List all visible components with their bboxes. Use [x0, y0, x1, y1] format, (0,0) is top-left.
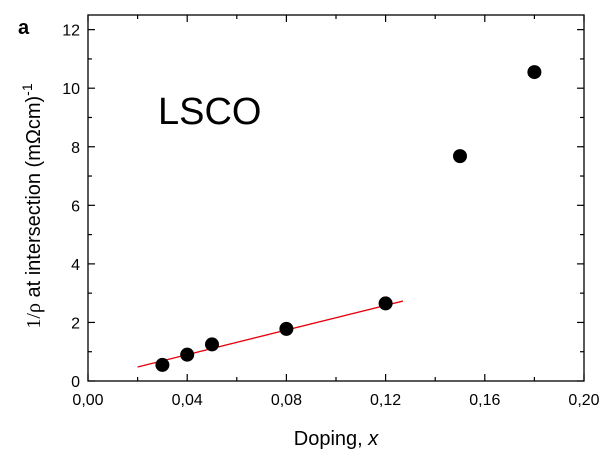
x-tick-label: 0,04: [172, 392, 203, 409]
y-axis-symbol: 1/ρ: [23, 303, 45, 329]
x-axis-variable: x: [367, 428, 379, 450]
linear-fit-line: [137, 300, 404, 368]
y-tick-label: 10: [62, 81, 80, 98]
plot-frame: [87, 14, 585, 382]
y-tick-label: 6: [71, 198, 80, 215]
y-axis-label-main: at intersection (mΩcm): [23, 96, 45, 303]
y-tick-label: 4: [71, 257, 80, 274]
y-tick-label: 0: [71, 374, 80, 391]
data-point: [180, 347, 195, 362]
x-tick-label: 0,16: [469, 392, 500, 409]
data-point: [279, 321, 294, 336]
panel-label: a: [18, 17, 30, 39]
data-point: [205, 337, 219, 352]
x-tick-label: 0,20: [568, 392, 599, 409]
data-point: [527, 65, 542, 80]
y-axis-title: 1/ρ at intersection (mΩcm)-1: [19, 83, 45, 328]
x-axis-title: Doping, x: [294, 428, 380, 450]
x-tick-label: 0,00: [72, 392, 103, 409]
y-tick-label: 2: [71, 315, 80, 332]
data-point: [155, 357, 170, 372]
x-tick-label: 0,08: [271, 392, 302, 409]
data-point: [453, 149, 467, 164]
sample-annotation: LSCO: [158, 91, 261, 133]
x-tick-label: 0,12: [370, 392, 401, 409]
y-tick-label: 8: [71, 140, 80, 157]
y-axis-exponent: -1: [19, 83, 35, 96]
x-axis-title-prefix: Doping,: [294, 428, 369, 450]
data-point: [378, 296, 393, 311]
y-tick-label: 12: [62, 23, 80, 40]
